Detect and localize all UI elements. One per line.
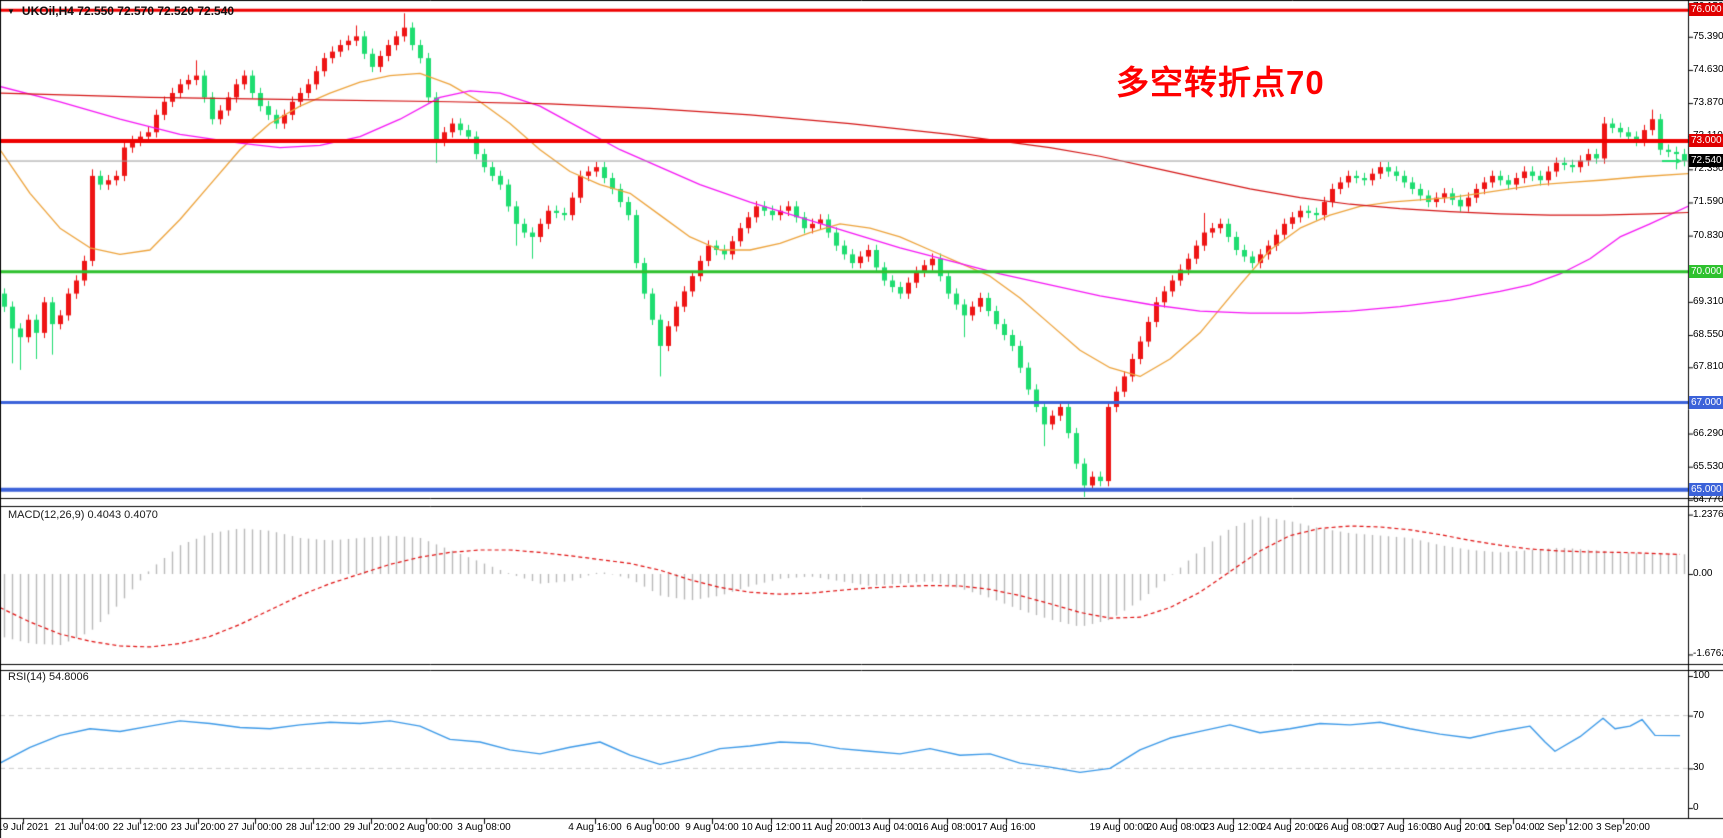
price-tick-label: 75.390 <box>1693 30 1723 42</box>
time-label: 27 Jul 00:00 <box>227 822 283 833</box>
rsi-label: RSI(14) 54.8006 <box>8 671 89 683</box>
time-label: 11 Aug 20:00 <box>801 822 861 833</box>
rsi-tick-label: 0 <box>1693 802 1699 813</box>
macd-tick-label: 0.00 <box>1693 568 1713 579</box>
time-label: 2 Aug 00:00 <box>399 822 453 833</box>
time-label: 3 Aug 08:00 <box>457 822 511 833</box>
macd-label: MACD(12,26,9) 0.4043 0.4070 <box>8 509 158 521</box>
time-label: 6 Aug 00:00 <box>626 822 680 833</box>
price-tick-label: 71.590 <box>1693 196 1723 208</box>
price-tick-label: 67.810 <box>1693 361 1723 373</box>
price-badge: 70.000 <box>1689 264 1723 278</box>
macd-tick-label: -1.6762 <box>1693 648 1723 660</box>
time-label: 29 Jul 20:00 <box>343 822 399 833</box>
price-badge: 76.000 <box>1689 3 1723 17</box>
price-axis[interactable]: 76.15075.39074.63073.87073.11072.35071.5… <box>1689 0 1723 819</box>
symbol-dropdown-icon[interactable]: ▼ <box>7 6 15 16</box>
time-label: 30 Aug 20:00 <box>1430 822 1490 833</box>
time-label: 23 Aug 12:00 <box>1203 822 1263 833</box>
chart-title-bar: ▼ UKOil,H4 72.550 72.570 72.520 72.540 <box>7 4 234 18</box>
time-label: 17 Aug 16:00 <box>976 822 1036 833</box>
time-label: 21 Jul 04:00 <box>54 822 110 833</box>
rsi-tick-label: 70 <box>1693 709 1705 721</box>
time-label: 27 Aug 16:00 <box>1373 822 1433 833</box>
time-label: 13 Aug 04:00 <box>859 822 919 833</box>
price-badge: 65.000 <box>1689 482 1723 496</box>
time-label: 26 Aug 08:00 <box>1317 822 1377 833</box>
price-tick-label: 70.830 <box>1693 229 1723 241</box>
price-tick-label: 66.290 <box>1693 427 1723 439</box>
price-tick-label: 73.870 <box>1693 97 1723 109</box>
price-tick-label: 72.350 <box>1693 163 1723 175</box>
rsi-tick-label: 30 <box>1693 762 1705 774</box>
time-label: 28 Jul 12:00 <box>285 822 341 833</box>
price-tick-label: 64.770 <box>1693 493 1723 505</box>
time-label: 20 Aug 08:00 <box>1146 822 1206 833</box>
price-tick-label: 74.630 <box>1693 63 1723 75</box>
time-label: 23 Jul 20:00 <box>170 822 226 833</box>
annotation-text: 多空转折点70 <box>1116 64 1325 101</box>
time-label: 4 Aug 16:00 <box>568 822 622 833</box>
time-label: 9 Aug 04:00 <box>685 822 739 833</box>
macd-tick-label: 1.2376 <box>1693 508 1723 520</box>
time-label: 10 Aug 12:00 <box>741 822 801 833</box>
price-badge: 67.000 <box>1689 395 1723 409</box>
rsi-tick-label: 100 <box>1693 670 1710 681</box>
time-label: 2 Sep 12:00 <box>1539 822 1593 833</box>
time-label: 19 Aug 00:00 <box>1089 822 1149 833</box>
time-label: 16 Aug 08:00 <box>917 822 977 833</box>
window-title: UKOil,H4 72.550 72.570 72.520 72.540 <box>21 4 235 18</box>
price-tick-label: 65.530 <box>1693 460 1723 472</box>
time-label: 22 Jul 12:00 <box>112 822 168 833</box>
price-tick-label: 69.310 <box>1693 295 1723 307</box>
price-badge: 72.540 <box>1689 154 1723 168</box>
time-label: 1 Sep 04:00 <box>1486 822 1540 833</box>
time-label: 24 Aug 20:00 <box>1260 822 1320 833</box>
time-label: 3 Sep 20:00 <box>1596 822 1650 833</box>
time-label: 19 Jul 2021 <box>0 822 49 833</box>
price-badge: 73.000 <box>1689 134 1723 147</box>
price-tick-label: 68.550 <box>1693 329 1723 341</box>
time-axis[interactable]: 19 Jul 2021 21 Jul 04:00 22 Jul 12:00 23 Ju… <box>0 819 1723 838</box>
